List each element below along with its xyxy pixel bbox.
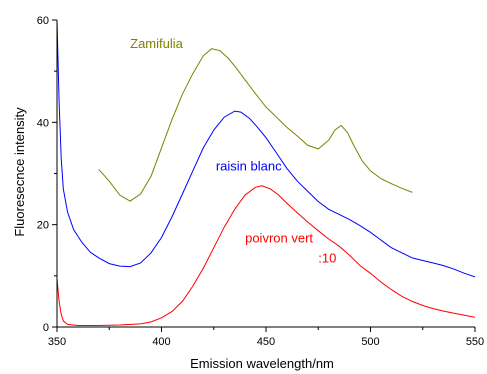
y-tick-label: 0 xyxy=(43,322,49,334)
x-tick-label: 500 xyxy=(361,336,379,348)
x-tick-label: 450 xyxy=(257,336,275,348)
series-layer xyxy=(57,20,475,326)
series-label-raisin-blanc: raisin blanc xyxy=(216,158,282,173)
y-tick-label: 40 xyxy=(37,117,49,129)
series-label-zamifulia: Zamifulia xyxy=(130,36,184,51)
series-label-poivron-vert: poivron vert xyxy=(245,231,313,246)
x-tick-label: 400 xyxy=(152,336,170,348)
x-axis-title: Emission wavelength/nm xyxy=(190,356,334,371)
series-line-raisin-blanc xyxy=(57,20,475,278)
y-axis-title: Fluoresecnce intensity xyxy=(12,107,27,237)
series-line-zamifulia xyxy=(98,48,413,202)
annotation-0: :10 xyxy=(318,251,336,266)
axes: 350 400 450 500 550 0 20 40 60 xyxy=(37,15,484,348)
x-tick-label: 350 xyxy=(48,336,66,348)
y-tick-label: 60 xyxy=(37,15,49,27)
series-labels: Zamifulia raisin blanc poivron vert :10 xyxy=(130,36,336,265)
series-line-poivron-vert xyxy=(57,185,475,326)
x-tick-label: 550 xyxy=(466,336,484,348)
y-tick-label: 20 xyxy=(37,220,49,232)
